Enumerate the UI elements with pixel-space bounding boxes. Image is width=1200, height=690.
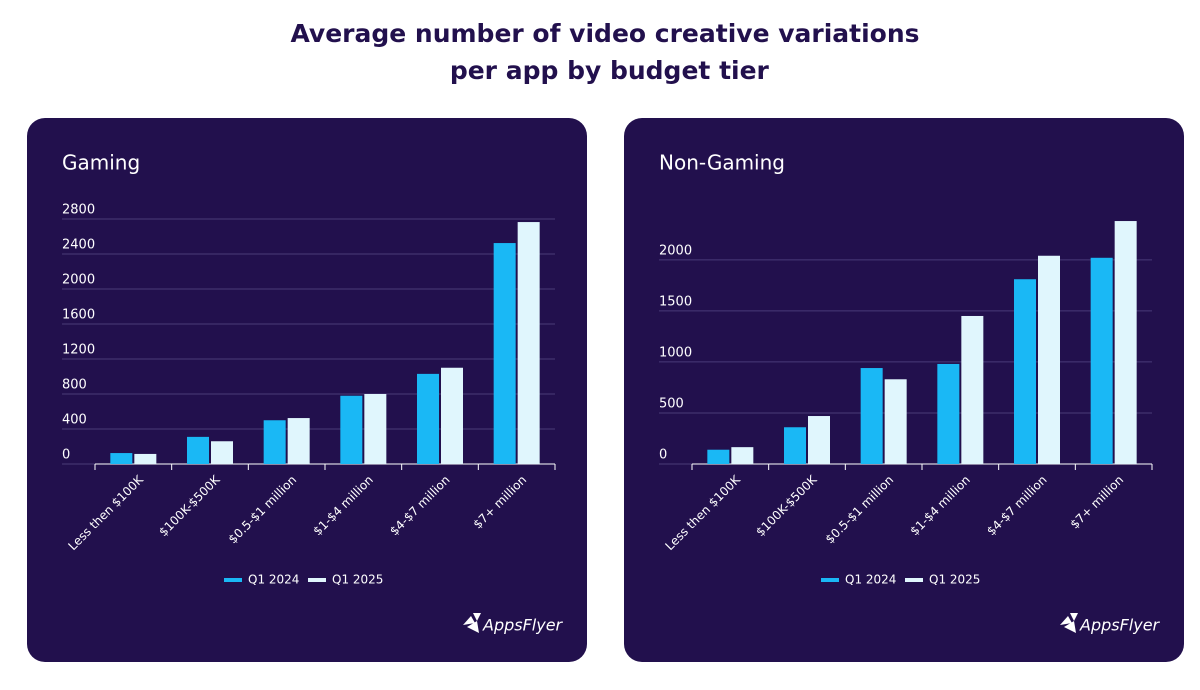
- bar: [211, 441, 233, 464]
- bar: [417, 373, 439, 464]
- y-tick-label: 1600: [62, 308, 95, 323]
- bar: [187, 436, 209, 464]
- y-tick-label: 2000: [659, 243, 692, 258]
- bar: [937, 363, 960, 464]
- legend-label: Q1 2024: [248, 573, 299, 587]
- y-tick-label: 500: [659, 396, 684, 411]
- legend-label: Q1 2025: [332, 573, 383, 587]
- y-tick-label: 0: [62, 448, 70, 463]
- bar: [134, 453, 157, 464]
- legend-swatch: [821, 578, 839, 582]
- bar: [364, 394, 387, 464]
- legend-swatch: [224, 578, 242, 582]
- y-tick-label: 2400: [62, 238, 95, 253]
- bar: [1114, 221, 1137, 464]
- y-tick-label: 2800: [62, 203, 95, 218]
- chart-title: Non-Gaming: [659, 151, 785, 175]
- y-tick-label: 800: [62, 378, 87, 393]
- bar: [340, 395, 363, 464]
- y-tick-label: 2000: [62, 273, 95, 288]
- brand-name: AppsFlyer: [482, 616, 564, 635]
- y-tick-label: 1500: [659, 294, 692, 309]
- y-tick-label: 400: [62, 413, 87, 428]
- legend-label: Q1 2024: [845, 573, 896, 587]
- brand-logo: AppsFlyer: [463, 613, 564, 635]
- bar: [1090, 257, 1113, 464]
- brand-logo: AppsFlyer: [1060, 613, 1161, 635]
- bar: [441, 367, 463, 464]
- bar: [110, 453, 133, 464]
- page-title: Average number of video creative variati…: [290, 19, 919, 85]
- bar: [1014, 279, 1036, 464]
- legend-label: Q1 2025: [929, 573, 980, 587]
- y-tick-label: 0: [659, 448, 667, 463]
- logo-icon: [463, 613, 481, 633]
- logo-icon: [1060, 613, 1078, 633]
- y-tick-label: 1000: [659, 345, 692, 360]
- bar: [1038, 255, 1060, 464]
- bar: [731, 447, 754, 464]
- bar: [517, 222, 540, 464]
- bar: [287, 418, 310, 464]
- legend-swatch: [905, 578, 923, 582]
- chart-title: Gaming: [62, 151, 140, 175]
- brand-name: AppsFlyer: [1079, 616, 1161, 635]
- y-tick-label: 1200: [62, 343, 95, 358]
- bar: [860, 368, 883, 464]
- bar: [961, 315, 984, 464]
- bar: [263, 420, 286, 464]
- bar: [493, 243, 516, 464]
- bar: [707, 449, 730, 464]
- bar: [884, 379, 907, 464]
- bar: [784, 427, 806, 464]
- bar: [808, 416, 830, 464]
- legend-swatch: [308, 578, 326, 582]
